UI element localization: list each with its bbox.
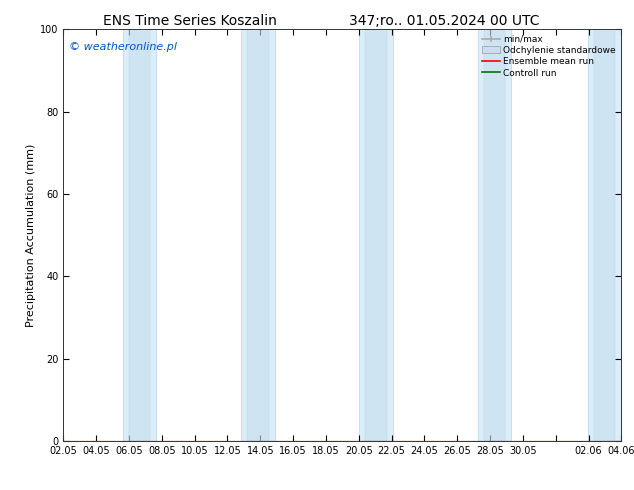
Bar [247,29,269,441]
Text: © weatheronline.pl: © weatheronline.pl [69,42,177,52]
Y-axis label: Precipitation Accumulation (mm): Precipitation Accumulation (mm) [26,144,36,327]
Bar [365,29,387,441]
Bar [588,29,621,441]
Bar [122,29,157,441]
Text: 347;ro.. 01.05.2024 00 UTC: 347;ro.. 01.05.2024 00 UTC [349,14,539,28]
Bar [241,29,275,441]
Text: ENS Time Series Koszalin: ENS Time Series Koszalin [103,14,277,28]
Legend: min/max, Odchylenie standardowe, Ensemble mean run, Controll run: min/max, Odchylenie standardowe, Ensembl… [479,32,619,80]
Bar [593,29,615,441]
Bar [484,29,505,441]
Bar [477,29,512,441]
Bar [129,29,150,441]
Bar [359,29,393,441]
